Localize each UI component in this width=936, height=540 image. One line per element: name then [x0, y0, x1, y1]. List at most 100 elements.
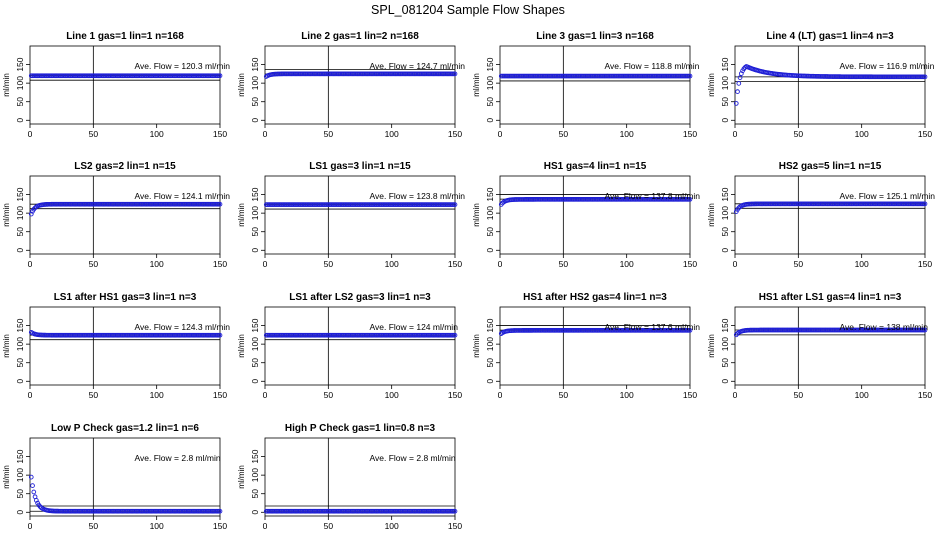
panel-2: Line 2 gas=1 lin=2 n=168 0 50 100 150 0 50 100 1…	[237, 31, 465, 139]
y-tick-label: 100	[485, 337, 495, 351]
x-tick-label: 0	[28, 390, 33, 400]
y-tick-label: 150	[720, 187, 730, 201]
x-tick-label: 0	[733, 390, 738, 400]
data-points	[263, 202, 458, 207]
y-tick-label: 100	[15, 337, 25, 351]
x-tick-label: 100	[150, 129, 164, 139]
x-tick-label: 100	[855, 390, 869, 400]
y-tick-label: 0	[15, 379, 25, 384]
y-tick-label: 50	[250, 227, 260, 237]
data-point	[687, 328, 693, 333]
x-tick-label: 150	[213, 129, 227, 139]
average-flow-label: Ave. Flow = 124 ml/min	[370, 322, 459, 332]
y-tick-label: 50	[485, 97, 495, 107]
plot-frame	[264, 175, 456, 255]
data-point	[922, 74, 928, 80]
figure-title: SPL_081204 Sample Flow Shapes	[371, 3, 565, 17]
x-tick-label: 0	[733, 129, 738, 139]
x-tick-label: 100	[855, 129, 869, 139]
y-tick-label: 100	[15, 468, 25, 482]
x-tick-label: 0	[28, 521, 33, 531]
data-points	[28, 201, 223, 217]
y-tick-label: 50	[15, 358, 25, 368]
y-axis-label: ml/min	[472, 334, 481, 358]
x-tick-label: 100	[385, 390, 399, 400]
y-axis-label: ml/min	[2, 334, 11, 358]
panel-3: Line 3 gas=1 lin=3 n=168 0 50 100 150 0 50 100 1…	[472, 31, 700, 139]
panel-title: Line 3 gas=1 lin=3 n=168	[536, 31, 654, 42]
x-tick-label: 150	[918, 259, 932, 269]
x-tick-label: 0	[263, 129, 268, 139]
x-tick-label: 50	[794, 390, 804, 400]
y-tick-label: 0	[485, 248, 495, 253]
y-tick-label: 50	[250, 97, 260, 107]
y-tick-label: 0	[250, 510, 260, 515]
plot-frame	[29, 175, 221, 255]
panel-title: HS2 gas=5 lin=1 n=15	[779, 161, 882, 172]
data-point	[33, 498, 39, 503]
y-tick-label: 0	[720, 379, 730, 384]
panel-title: HS1 gas=4 lin=1 n=15	[544, 161, 647, 172]
y-tick-label: 100	[15, 206, 25, 220]
average-flow-label: Ave. Flow = 125.1 ml/min	[840, 191, 936, 201]
x-tick-label: 50	[324, 521, 334, 531]
data-point	[217, 201, 223, 207]
y-tick-label: 150	[250, 57, 260, 71]
y-tick-label: 0	[720, 118, 730, 123]
x-tick-label: 50	[89, 521, 99, 531]
average-flow-label: Ave. Flow = 124.1 ml/min	[135, 191, 231, 201]
data-points	[263, 332, 458, 338]
y-tick-label: 50	[250, 489, 260, 499]
data-point	[737, 75, 743, 80]
x-tick-label: 100	[150, 259, 164, 269]
panel-13: Low P Check gas=1.2 lin=1 n=6 0 50 100 150 0 5…	[2, 423, 227, 531]
y-tick-label: 50	[485, 227, 495, 237]
x-tick-label: 50	[89, 129, 99, 139]
y-tick-label: 150	[485, 57, 495, 71]
data-point	[687, 73, 693, 79]
data-points	[733, 201, 928, 214]
average-flow-label: Ave. Flow = 2.8 ml/min	[135, 453, 221, 463]
y-tick-label: 100	[250, 468, 260, 482]
x-tick-label: 150	[213, 521, 227, 531]
y-tick-label: 50	[15, 97, 25, 107]
x-tick-label: 50	[324, 259, 334, 269]
y-tick-label: 50	[250, 358, 260, 368]
plot-frame	[264, 306, 456, 386]
x-tick-label: 150	[683, 390, 697, 400]
y-tick-label: 0	[15, 510, 25, 515]
plot-frame	[29, 45, 221, 125]
x-tick-label: 100	[385, 521, 399, 531]
y-tick-label: 150	[250, 449, 260, 463]
data-point	[452, 332, 458, 338]
data-point	[733, 101, 739, 106]
data-point	[735, 89, 740, 94]
y-axis-label: ml/min	[237, 73, 246, 97]
y-tick-label: 150	[15, 318, 25, 332]
panel-title: HS1 after HS2 gas=4 lin=1 n=3	[523, 292, 667, 303]
panel-4: Line 4 (LT) gas=1 lin=4 n=3 0 50 100 150 0 50 1…	[707, 31, 935, 139]
y-tick-label: 100	[720, 337, 730, 351]
y-tick-label: 100	[720, 76, 730, 90]
panel-11: HS1 after HS2 gas=4 lin=1 n=3 0 50 100 150 0 5…	[472, 292, 700, 400]
data-points	[498, 73, 693, 79]
y-axis-label: ml/min	[2, 203, 11, 227]
plot-frame	[499, 306, 691, 386]
x-tick-label: 50	[324, 390, 334, 400]
x-tick-label: 100	[855, 259, 869, 269]
y-tick-label: 50	[720, 97, 730, 107]
x-tick-label: 50	[324, 129, 334, 139]
plot-frame	[29, 437, 221, 517]
data-point	[452, 202, 458, 207]
y-tick-label: 50	[485, 358, 495, 368]
panel-title: Low P Check gas=1.2 lin=1 n=6	[51, 423, 199, 434]
y-tick-label: 0	[250, 379, 260, 384]
data-points	[733, 327, 928, 338]
y-tick-label: 100	[250, 76, 260, 90]
data-point	[217, 73, 223, 79]
y-axis-label: ml/min	[2, 73, 11, 97]
data-point	[217, 508, 223, 514]
y-tick-label: 150	[15, 187, 25, 201]
x-tick-label: 150	[213, 259, 227, 269]
plot-frame	[734, 175, 926, 255]
